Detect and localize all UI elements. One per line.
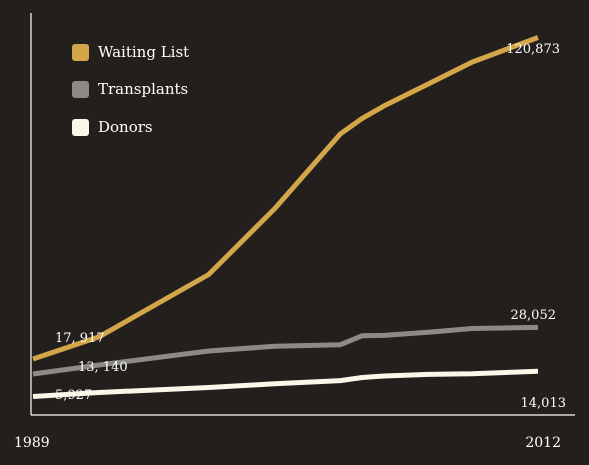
data-label-donors-end: 14,013 xyxy=(521,396,567,411)
x-tick-label-start: 1989 xyxy=(14,435,50,451)
legend-label-transplants: Transplants xyxy=(98,80,188,98)
data-label-donors-start: 5,927 xyxy=(55,388,92,403)
data-labels: 17, 917 120,873 13, 140 28,052 5,927 14,… xyxy=(55,42,566,411)
legend-item-waiting-list: Waiting List xyxy=(72,43,189,61)
series-line-donors xyxy=(32,368,539,399)
legend-swatch-donors xyxy=(72,119,89,136)
legend-item-transplants: Transplants xyxy=(72,80,188,98)
legend-swatch-transplants xyxy=(72,81,89,98)
legend-label-waiting-list: Waiting List xyxy=(98,43,189,61)
data-label-waiting-list-end: 120,873 xyxy=(506,42,560,57)
series-lines xyxy=(32,35,539,399)
legend-swatch-waiting-list xyxy=(72,44,89,61)
data-label-waiting-list-start: 17, 917 xyxy=(55,331,105,346)
legend: Waiting List Transplants Donors xyxy=(72,43,189,136)
x-tick-label-end: 2012 xyxy=(525,435,561,451)
legend-label-donors: Donors xyxy=(98,118,153,136)
data-label-transplants-start: 13, 140 xyxy=(78,360,128,375)
data-label-transplants-end: 28,052 xyxy=(511,308,557,323)
legend-item-donors: Donors xyxy=(72,118,153,136)
series-line-waiting-list xyxy=(32,35,539,362)
series-line-transplants xyxy=(32,324,539,377)
